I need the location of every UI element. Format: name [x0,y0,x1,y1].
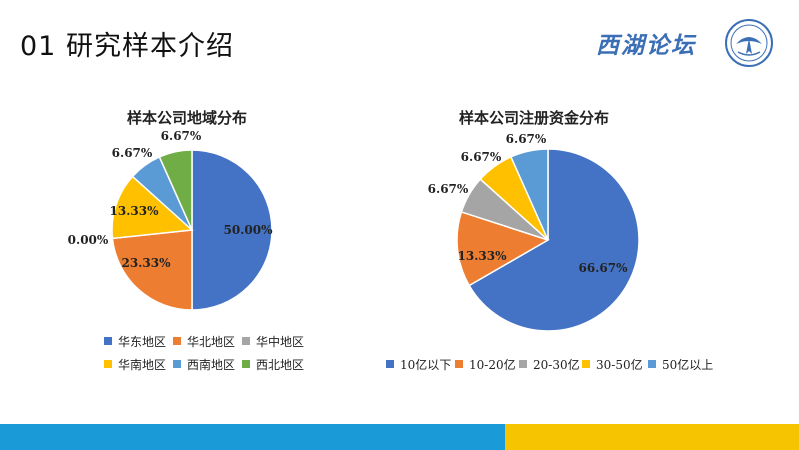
data-label-5: 6.67% [506,132,547,146]
legend-swatch [173,337,181,345]
legend-label: 华中地区 [256,335,305,349]
emblem-icon [725,19,773,67]
legend-swatch [455,360,463,368]
data-label-3: 0.00% [68,233,109,247]
legend-label: 西北地区 [256,358,305,372]
pie-slice-6 [158,149,193,231]
legend-swatch [104,360,112,368]
pie-slice-2 [111,229,193,311]
legend-item-2: 10-20亿 [455,356,516,373]
data-label-2: 23.33% [122,256,172,270]
region-legend: 华东地区 华北地区 华中地区华南地区 西南地区 西北地区 [104,333,304,373]
legend-swatch [173,360,181,368]
legend-swatch [386,360,394,368]
legend-item-3: 华中地区 [242,333,304,350]
legend-item-3: 20-30亿 [519,356,580,373]
legend-swatch [242,360,250,368]
legend-swatch [582,360,590,368]
legend-label: 50亿以上 [662,358,714,372]
chart1-title: 样本公司地域分布 [127,109,248,127]
data-label-4: 6.67% [461,150,502,164]
legend-item-2: 华北地区 [173,333,235,350]
legend-item-4: 华南地区 [104,356,166,373]
legend-swatch [648,360,656,368]
xihu-forum-logo: 西湖论坛 [596,18,776,70]
legend-item-1: 10亿以下 [386,356,451,373]
slide-title: 01 研究样本介绍 [20,31,234,62]
data-label-3: 6.67% [428,182,469,196]
capital-pie-chart: 66.67% 13.33% 6.67% 6.67% 6.67% [428,132,640,332]
legend-label: 10-20亿 [469,358,516,372]
legend-item-4: 30-50亿 [582,356,643,373]
chart2-title: 样本公司注册资金分布 [459,109,610,127]
legend-label: 西南地区 [187,358,236,372]
legend-swatch [242,337,250,345]
legend-label: 华东地区 [118,335,167,349]
data-label-2: 13.33% [458,249,508,263]
legend-label: 华南地区 [118,358,167,372]
pie-slice-1 [468,148,640,332]
data-label-1: 50.00% [224,223,274,237]
pie-slice-1 [191,149,273,311]
legend-swatch [104,337,112,345]
footer-bar-yellow [505,424,799,450]
pie-slice-2 [456,210,550,287]
legend-label: 30-50亿 [596,358,643,372]
data-label-5: 6.67% [112,146,153,160]
pie-slice-4 [111,175,194,240]
region-pie-chart: 50.00% 23.33% 0.00% 13.33% 6.67% 6.67% [68,129,274,311]
logo-text: 西湖论坛 [596,32,696,59]
footer-bar-blue [0,424,505,450]
legend-label: 华北地区 [187,335,236,349]
legend-item-1: 华东地区 [104,333,166,350]
legend-label: 10亿以下 [400,358,452,372]
legend-item-5: 50亿以上 [648,356,713,373]
legend-item-5: 西南地区 [173,356,235,373]
pie-slice-5 [509,148,549,241]
legend-swatch [519,360,527,368]
legend-label: 20-30亿 [533,358,580,372]
legend-item-6: 西北地区 [242,356,304,373]
data-label-6: 6.67% [161,129,202,143]
data-label-4: 13.33% [110,204,160,218]
data-label-1: 66.67% [579,261,629,275]
